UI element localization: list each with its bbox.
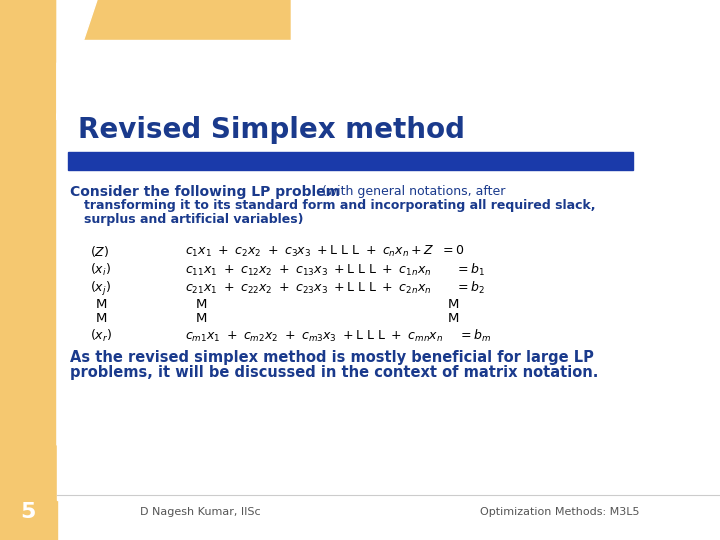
Text: 5: 5 (20, 502, 36, 522)
Text: D Nagesh Kumar, IISc: D Nagesh Kumar, IISc (140, 507, 261, 517)
Text: As the revised simplex method is mostly beneficial for large LP: As the revised simplex method is mostly … (70, 350, 594, 365)
Text: transforming it to its standard form and incorporating all required slack,: transforming it to its standard form and… (84, 199, 595, 212)
Text: problems, it will be discussed in the context of matrix notation.: problems, it will be discussed in the co… (70, 365, 598, 380)
Text: $c_{11}x_1 \ + \ c_{12}x_2 \ + \ c_{13}x_3 \ +\mathsf{L\ L\ L}\ + \ c_{1n}x_n \q: $c_{11}x_1 \ + \ c_{12}x_2 \ + \ c_{13}x… (185, 262, 485, 278)
Text: (with general notations, after: (with general notations, after (318, 185, 505, 198)
Bar (57, 120, 720, 445)
Text: $\mathrm{M}$: $\mathrm{M}$ (447, 312, 459, 325)
Text: $\mathrm{M}$: $\mathrm{M}$ (95, 312, 107, 325)
Text: Consider the following LP problem: Consider the following LP problem (70, 185, 340, 199)
Text: $c_{m1}x_1 \ + \ c_{m2}x_2 \ + \ c_{m3}x_3 \ +\mathsf{L\ L\ L}\ + \ c_{mn}x_n \q: $c_{m1}x_1 \ + \ c_{m2}x_2 \ + \ c_{m3}x… (185, 328, 492, 344)
Text: Revised Simplex method: Revised Simplex method (78, 116, 465, 144)
Text: $(x_i)$: $(x_i)$ (90, 262, 111, 278)
Text: $\mathrm{M}$: $\mathrm{M}$ (195, 312, 207, 325)
FancyBboxPatch shape (57, 63, 720, 445)
Bar (0, 0, 57, 540)
Polygon shape (57, 0, 97, 120)
Text: surplus and artificial variables): surplus and artificial variables) (84, 213, 304, 226)
Bar (57, 40, 720, 500)
Text: $(x_r)$: $(x_r)$ (90, 328, 112, 344)
Polygon shape (0, 0, 290, 120)
Text: $(Z)$: $(Z)$ (90, 244, 109, 259)
Text: Optimization Methods: M3L5: Optimization Methods: M3L5 (480, 507, 640, 517)
Text: $c_{21}x_1 \ + \ c_{22}x_2 \ + \ c_{23}x_3 \ +\mathsf{L\ L\ L}\ + \ c_{2n}x_n \q: $c_{21}x_1 \ + \ c_{22}x_2 \ + \ c_{23}x… (185, 280, 485, 296)
Bar (68, 152, 633, 170)
Text: $\mathrm{M}$: $\mathrm{M}$ (95, 298, 107, 311)
Text: $(x_j)$: $(x_j)$ (90, 280, 111, 298)
Text: $\mathrm{M}$: $\mathrm{M}$ (195, 298, 207, 311)
Text: $\mathrm{M}$: $\mathrm{M}$ (447, 298, 459, 311)
Text: $c_1x_1 \ + \ c_2x_2 \ + \ c_3x_3 \ +\mathsf{L\ L\ L}\ + \ c_nx_n+Z \ \ =0$: $c_1x_1 \ + \ c_2x_2 \ + \ c_3x_3 \ +\ma… (185, 244, 464, 259)
